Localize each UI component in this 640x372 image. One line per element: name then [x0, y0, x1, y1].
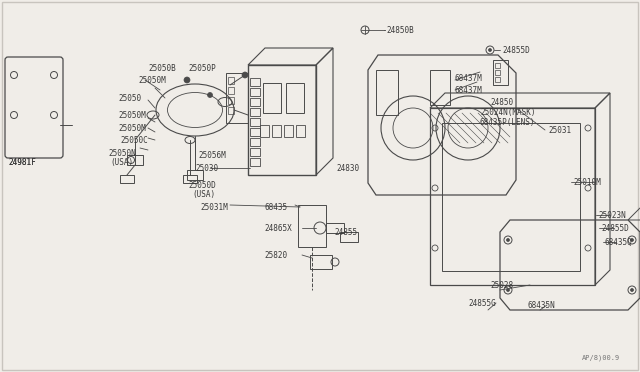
- Bar: [250, 118, 260, 126]
- Text: 24981F: 24981F: [8, 157, 36, 167]
- Text: 24850: 24850: [490, 97, 513, 106]
- Text: 25050M: 25050M: [118, 124, 146, 132]
- Text: 24855D: 24855D: [502, 45, 530, 55]
- Bar: [250, 78, 260, 86]
- Text: 25030: 25030: [195, 164, 218, 173]
- Text: 25010M: 25010M: [573, 177, 601, 186]
- Text: (USA): (USA): [110, 157, 133, 167]
- Text: 25050D: 25050D: [188, 180, 216, 189]
- Bar: [187, 170, 203, 180]
- Bar: [260, 125, 269, 137]
- Circle shape: [630, 238, 634, 241]
- Bar: [495, 63, 500, 68]
- Text: AP/8)00.9: AP/8)00.9: [582, 355, 620, 361]
- Circle shape: [506, 289, 509, 292]
- Text: 25028: 25028: [490, 280, 513, 289]
- Bar: [226, 73, 248, 123]
- Bar: [493, 60, 508, 85]
- Bar: [228, 107, 234, 114]
- Bar: [250, 108, 260, 116]
- Text: 25820: 25820: [264, 250, 287, 260]
- Bar: [250, 128, 260, 136]
- Bar: [272, 125, 281, 137]
- Bar: [248, 65, 316, 175]
- Bar: [340, 232, 358, 242]
- Text: 24855G: 24855G: [468, 298, 496, 308]
- Text: 24850B: 24850B: [386, 26, 413, 35]
- Bar: [263, 83, 281, 113]
- Bar: [298, 205, 326, 247]
- Text: 68437M: 68437M: [455, 74, 483, 83]
- Text: 68435: 68435: [265, 202, 288, 212]
- Bar: [296, 125, 305, 137]
- Bar: [376, 70, 398, 115]
- Text: 68437M: 68437M: [455, 86, 483, 94]
- Bar: [127, 155, 143, 165]
- Text: 25050M: 25050M: [138, 76, 166, 84]
- Circle shape: [506, 238, 509, 241]
- Text: 25023N: 25023N: [598, 211, 626, 219]
- Text: 25031M: 25031M: [200, 202, 228, 212]
- Text: 25050M: 25050M: [118, 110, 146, 119]
- Text: 24855D: 24855D: [601, 224, 628, 232]
- Bar: [430, 108, 595, 285]
- Text: 25056M: 25056M: [198, 151, 226, 160]
- Bar: [228, 77, 234, 84]
- Text: 68435P(LENS): 68435P(LENS): [480, 118, 536, 126]
- Bar: [495, 77, 500, 82]
- Text: 25050: 25050: [118, 93, 141, 103]
- Text: 25050B: 25050B: [148, 64, 176, 73]
- Bar: [310, 255, 332, 269]
- Text: 25024N(MASK): 25024N(MASK): [480, 108, 536, 116]
- Bar: [250, 98, 260, 106]
- Bar: [430, 70, 450, 105]
- Circle shape: [242, 72, 248, 78]
- Text: 25050P: 25050P: [188, 64, 216, 73]
- Bar: [326, 223, 344, 233]
- Bar: [495, 70, 500, 75]
- Bar: [250, 88, 260, 96]
- Text: 24855: 24855: [334, 228, 357, 237]
- Bar: [442, 123, 580, 271]
- Circle shape: [488, 48, 492, 51]
- Bar: [284, 125, 293, 137]
- Bar: [228, 97, 234, 104]
- Circle shape: [207, 93, 212, 97]
- Circle shape: [630, 289, 634, 292]
- Text: 24865X: 24865X: [264, 224, 292, 232]
- Text: 68435N: 68435N: [528, 301, 556, 310]
- Bar: [286, 83, 304, 113]
- Bar: [228, 87, 234, 94]
- Bar: [250, 158, 260, 166]
- Text: 24830: 24830: [336, 164, 359, 173]
- Text: 68435Q: 68435Q: [605, 237, 633, 247]
- Text: (USA): (USA): [192, 189, 215, 199]
- Bar: [250, 138, 260, 146]
- Circle shape: [184, 77, 190, 83]
- Text: 25031: 25031: [548, 125, 571, 135]
- Bar: [250, 148, 260, 156]
- Text: 25050N: 25050N: [108, 148, 136, 157]
- Text: 25050C: 25050C: [120, 135, 148, 144]
- Bar: [183, 175, 197, 183]
- Text: 24981F: 24981F: [8, 157, 36, 167]
- Bar: [120, 175, 134, 183]
